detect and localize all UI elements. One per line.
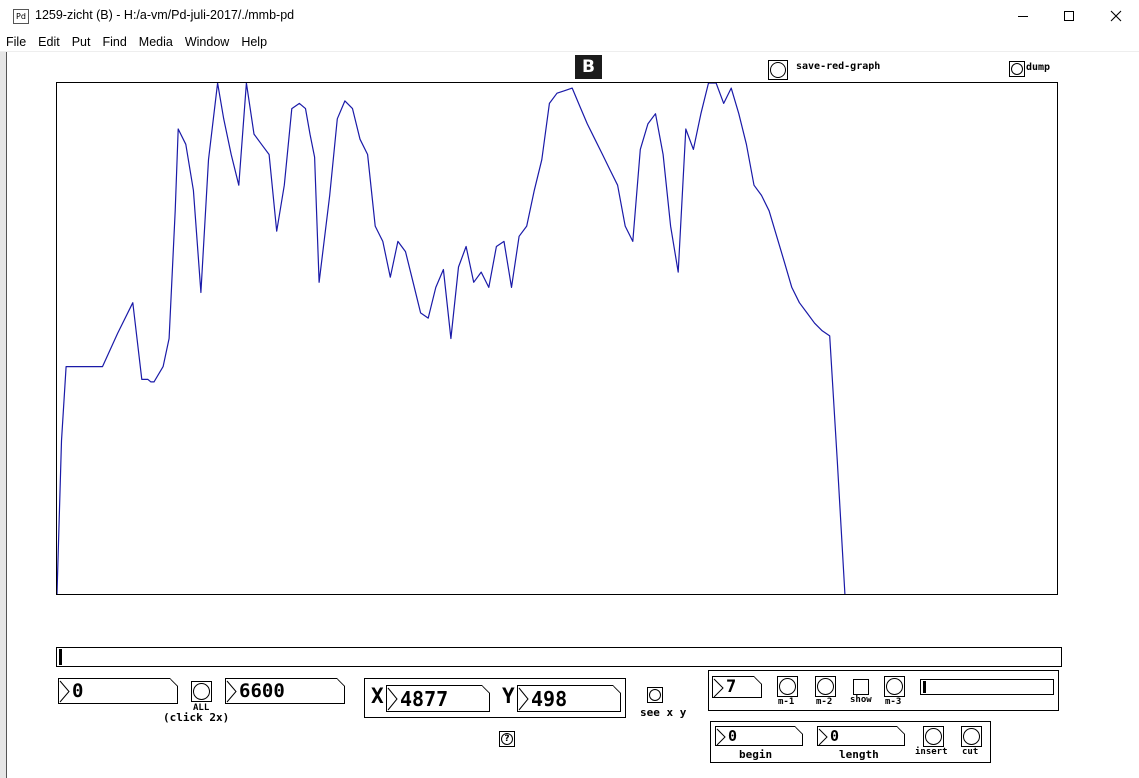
pd-app-icon: Pd: [13, 9, 29, 24]
save-red-graph-bang[interactable]: [768, 60, 788, 80]
m2-label: m-2: [816, 697, 833, 707]
canvas-left-border: [6, 52, 7, 778]
menu-find[interactable]: Find: [102, 34, 127, 49]
insert-label: insert: [915, 747, 948, 757]
maximize-icon: [1064, 11, 1074, 21]
length-value: 0: [830, 727, 840, 745]
m1-bang[interactable]: [777, 676, 798, 697]
minimize-icon: [1018, 16, 1028, 17]
close-icon: [1110, 10, 1122, 22]
number-triangle-icon: [818, 727, 830, 746]
marker-value: 7: [726, 677, 737, 697]
y-number-box[interactable]: 498: [517, 685, 621, 712]
all-bang[interactable]: [191, 681, 212, 702]
dump-bang[interactable]: [1009, 61, 1025, 77]
help-icon: ?: [501, 733, 513, 745]
m3-bang[interactable]: [884, 676, 905, 697]
m2-bang[interactable]: [815, 676, 836, 697]
x-number-box[interactable]: 4877: [386, 685, 490, 712]
show-label: show: [850, 695, 872, 705]
menu-media[interactable]: Media: [138, 34, 173, 49]
number-triangle-icon: [713, 677, 725, 698]
menu-help[interactable]: Help: [241, 34, 268, 49]
title-bar: Pd 1259-zicht (B) - H:/a-vm/Pd-juli-2017…: [0, 0, 1139, 32]
m1-label: m-1: [778, 697, 795, 707]
marker-number-box[interactable]: 7: [712, 676, 762, 698]
number-triangle-icon: [716, 727, 728, 746]
array-graph[interactable]: [56, 82, 1058, 595]
cut-label: cut: [962, 747, 979, 757]
graph-series-line: [57, 83, 846, 594]
marker-slider[interactable]: [920, 679, 1054, 695]
marker-slider-knob[interactable]: [923, 681, 926, 693]
window-title: 1259-zicht (B) - H:/a-vm/Pd-juli-2017/./…: [35, 8, 295, 22]
end-number-box[interactable]: 6600: [225, 678, 345, 704]
menu-window[interactable]: Window: [184, 34, 230, 49]
number-triangle-icon: [387, 686, 399, 712]
insert-bang[interactable]: [923, 726, 944, 747]
cut-bang[interactable]: [961, 726, 982, 747]
begin-value: 0: [728, 727, 738, 745]
click-hint: (click 2x): [163, 711, 230, 724]
length-label: length: [839, 748, 879, 761]
begin-number-box[interactable]: 0: [715, 726, 803, 746]
position-slider[interactable]: [56, 647, 1062, 667]
menu-file[interactable]: File: [6, 34, 27, 49]
maximize-button[interactable]: [1046, 0, 1092, 32]
menu-edit[interactable]: Edit: [38, 34, 60, 49]
y-value: 498: [531, 687, 568, 711]
see-xy-label: see x y: [640, 706, 687, 719]
close-button[interactable]: [1093, 0, 1139, 32]
all-label: ALL: [193, 703, 210, 713]
number-triangle-icon: [518, 686, 530, 712]
end-value: 6600: [239, 680, 285, 702]
see-xy-bang[interactable]: [647, 687, 663, 703]
start-number-box[interactable]: 0: [58, 678, 178, 704]
number-triangle-icon: [59, 679, 71, 704]
y-label: Y: [502, 684, 515, 708]
begin-label: begin: [739, 748, 773, 761]
save-red-graph-label: save-red-graph: [796, 61, 881, 72]
number-triangle-icon: [226, 679, 238, 704]
menu-put[interactable]: Put: [71, 34, 91, 49]
show-toggle[interactable]: [853, 679, 869, 695]
x-label: X: [371, 684, 384, 708]
canvas-left-edge: [0, 52, 7, 778]
graph-plot: [57, 83, 846, 594]
dump-label: dump: [1026, 62, 1051, 73]
m3-label: m-3: [885, 697, 902, 707]
patch-b-label: B: [575, 55, 602, 79]
length-number-box[interactable]: 0: [817, 726, 905, 746]
minimize-button[interactable]: [1000, 0, 1046, 32]
help-button[interactable]: ?: [499, 731, 515, 747]
slider-knob[interactable]: [59, 649, 62, 665]
start-value: 0: [72, 680, 84, 702]
menu-bar: File Edit Put Find Media Window Help: [0, 32, 1139, 52]
x-value: 4877: [400, 687, 449, 711]
